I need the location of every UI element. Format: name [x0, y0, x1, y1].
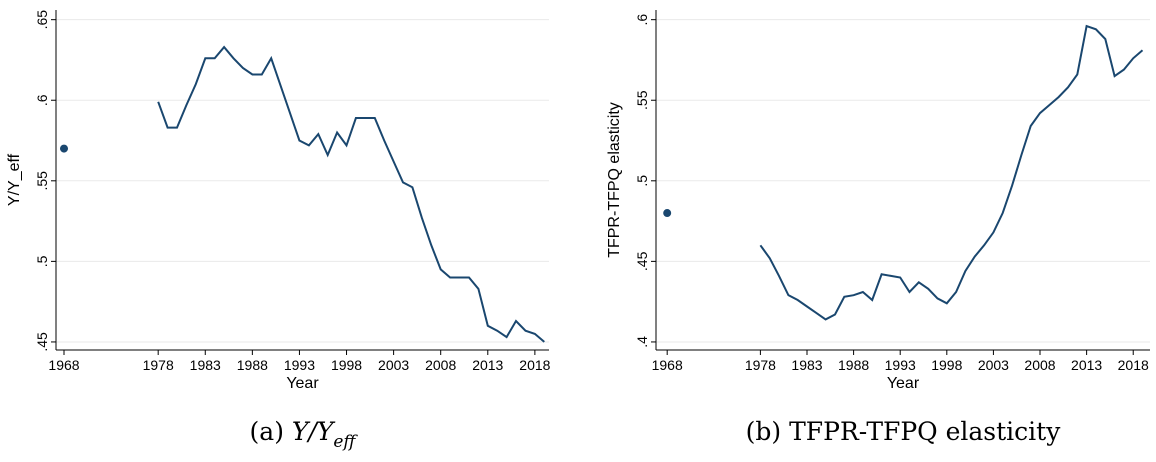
x-tick-label: 1993	[885, 357, 916, 373]
y-tick-label: .6	[34, 94, 50, 106]
x-axis-title: Year	[887, 375, 920, 392]
x-tick-label: 1968	[652, 357, 683, 373]
data-line	[157, 45, 545, 343]
x-tick-label: 1988	[237, 357, 268, 373]
x-tick-label: 1968	[48, 357, 79, 373]
x-tick-label: 2013	[1071, 357, 1102, 373]
x-tick-label: 1988	[838, 357, 869, 373]
data-point	[663, 209, 672, 218]
x-tick-label: 2003	[378, 357, 409, 373]
x-tick-label: 1983	[791, 357, 822, 373]
y-axis-title: Y/Y_eff	[6, 153, 23, 206]
panel: .45 .5 .55 .6 .65 1968 1978 1983 1988 1993 1998 200…	[6, 10, 551, 452]
x-tick-label: 1998	[931, 357, 962, 373]
data-line	[759, 24, 1144, 321]
x-tick-label: 1993	[284, 357, 315, 373]
x-axis-title: Year	[286, 375, 319, 392]
y-tick-label: .55	[34, 171, 50, 191]
caption-label: (b)	[746, 417, 782, 446]
x-tick-label: 1983	[190, 357, 221, 373]
y-tick-label: .45	[634, 251, 650, 271]
y-axis-title: TFPR-TFPQ elasticity	[606, 102, 623, 258]
y-tick-label: .45	[34, 332, 50, 352]
x-tick-label: 2013	[472, 357, 503, 373]
y-tick-label: .65	[34, 10, 50, 30]
panel: .4 .45 .5 .55 .6 1968 1978 1983 1988 1993 1998 2003…	[606, 10, 1150, 446]
y-tick-label: .55	[634, 90, 650, 110]
caption-label: (a)	[250, 417, 284, 446]
y-tick-label: .5	[634, 175, 650, 187]
caption-subscript: eff	[333, 432, 358, 452]
caption-text: Y/Y	[292, 417, 336, 446]
x-tick-label: 2003	[978, 357, 1009, 373]
x-tick-label: 1978	[143, 357, 174, 373]
caption: (a) Y/Yeff	[250, 417, 359, 452]
caption: (b) TFPR-TFPQ elasticity	[746, 417, 1062, 446]
caption-text: TFPR-TFPQ elasticity	[789, 417, 1061, 446]
x-tick-label: 2008	[1024, 357, 1055, 373]
y-tick-label: .6	[634, 14, 650, 26]
x-tick-label: 1978	[745, 357, 776, 373]
x-tick-label: 2018	[519, 357, 550, 373]
x-tick-label: 1998	[331, 357, 362, 373]
x-tick-label: 2008	[425, 357, 456, 373]
x-tick-label: 2018	[1118, 357, 1149, 373]
y-tick-label: .5	[34, 255, 50, 267]
data-point	[60, 144, 69, 153]
y-tick-label: .4	[634, 336, 650, 348]
